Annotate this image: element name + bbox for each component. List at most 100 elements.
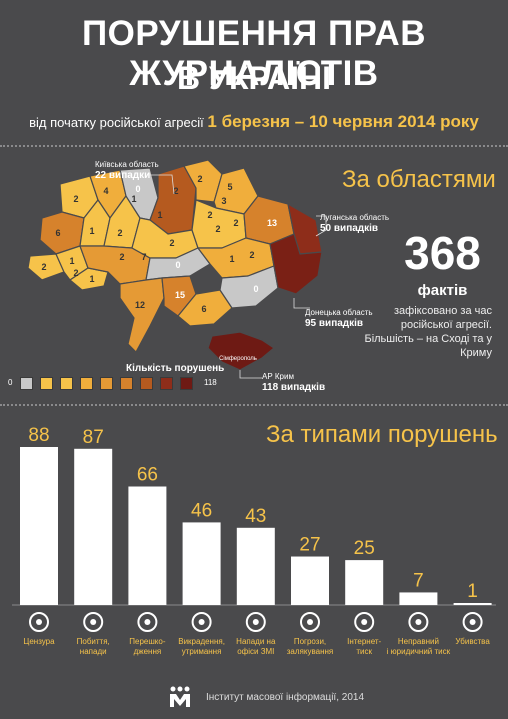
category-label: Напади на <box>236 637 276 646</box>
legend-swatch <box>140 377 153 390</box>
region-value: 2 <box>173 186 178 196</box>
category-label: офіси ЗМІ <box>237 647 274 656</box>
bar <box>74 448 113 605</box>
category-label: напади <box>80 647 107 656</box>
legend-swatch <box>120 377 133 390</box>
pistol-icon <box>462 612 483 632</box>
region-value: 2 <box>169 238 174 248</box>
bar-value-label: 66 <box>137 465 158 486</box>
legend-max: 118 <box>204 378 217 387</box>
region-value: 2 <box>73 194 78 204</box>
page-title: ПОРУШЕННЯ ПРАВ ЖУРНАЛІСТІВ <box>82 14 426 93</box>
phone-icon <box>29 612 49 632</box>
bar-value-label: 1 <box>467 581 478 602</box>
category-label: Цензура <box>23 637 55 646</box>
region-value: 0 <box>135 184 140 194</box>
region-value: 2 <box>73 268 78 278</box>
legend-swatch <box>40 377 53 390</box>
bar <box>128 486 167 605</box>
footer-org: Інститут масової інформації, 2014 <box>206 692 365 703</box>
bar-value-label: 43 <box>245 506 266 527</box>
bar <box>399 592 438 605</box>
bar <box>182 522 221 605</box>
legend-swatch <box>20 377 33 390</box>
fist-icon <box>300 612 320 632</box>
total-unit: фактів <box>417 282 468 299</box>
region-value: 4 <box>103 186 108 196</box>
region-value: 0 <box>175 260 180 270</box>
region-zaporizhzhia <box>219 265 279 309</box>
map-section-title: За областями <box>342 166 496 193</box>
callout-donetsk-label: Донецька область <box>305 308 373 317</box>
total-description: зафіксовано за час російської агресії. Б… <box>364 305 492 359</box>
region-value: 2 <box>197 174 202 184</box>
region-value: 2 <box>207 210 212 220</box>
region-odesa <box>119 277 165 353</box>
callout-crimea-label: АР Крим <box>262 372 294 381</box>
subtitle-dates: 1 березня – 10 червня 2014 року <box>207 112 479 131</box>
region-value: 5 <box>227 182 232 192</box>
callout-kyiv: Київська область 22 випадки <box>95 160 159 182</box>
region-value: 6 <box>55 228 60 238</box>
bar-value-label: 88 <box>28 425 49 446</box>
category-label: Перешко- <box>129 637 166 646</box>
office-icon <box>245 612 266 632</box>
legend-title: Кількість порушень <box>126 363 225 374</box>
region-value: 1 <box>89 274 94 284</box>
subtitle-prefix: від початку російської агресії <box>29 115 204 130</box>
icons-group <box>29 612 483 632</box>
legend-min: 0 <box>8 378 13 387</box>
callout-luhansk-label: Луганська область <box>320 213 390 222</box>
category-label: Інтернет- <box>347 637 381 646</box>
region-value: 0 <box>253 284 258 294</box>
category-label: залякування <box>287 647 333 656</box>
category-label: Неправний <box>398 637 439 646</box>
callout-donetsk: Донецька область 95 випадків <box>305 308 373 330</box>
legend-swatch <box>180 377 193 390</box>
bar <box>291 556 329 605</box>
camera-icon <box>137 612 158 632</box>
region-value: 2 <box>41 262 46 272</box>
bar-value-label: 27 <box>299 535 320 556</box>
legend-swatch <box>100 377 113 390</box>
simferopol-label: Сімферополь <box>219 356 257 362</box>
region-value-labels: 2 4 1 0 2 6 1 2 5 3 2 2 2 2 0 1 2 2 1 7 … <box>41 174 277 362</box>
callout-crimea: АР Крим 118 випадків <box>262 372 325 394</box>
region-value: 1 <box>89 226 94 236</box>
region-value: 15 <box>175 290 185 300</box>
callout-lines <box>150 174 327 379</box>
page-subtitle: від початку російської агресії 1 березня… <box>0 113 508 132</box>
category-label: дження <box>134 647 162 656</box>
callout-luhansk-value: 50 випадків <box>320 223 379 234</box>
region-value: 12 <box>135 300 145 310</box>
types-section-title: За типами порушень <box>266 421 498 448</box>
bars-group: 88 87 66 46 43 27 25 7 1 <box>20 425 492 605</box>
page-title-line2: В УКРАЇНІ <box>177 60 331 96</box>
region-value: 3 <box>221 196 226 206</box>
region-zakarpattia <box>27 253 65 281</box>
legend-swatch <box>80 377 93 390</box>
region-crimea <box>207 331 275 371</box>
category-label: Викрадення, <box>178 637 225 646</box>
region-value: 1 <box>131 194 136 204</box>
category-label: утримання <box>182 647 222 656</box>
region-chernivtsi <box>69 267 109 291</box>
bar-value-label: 7 <box>413 570 424 591</box>
divider-top <box>0 145 508 147</box>
category-label: тиск <box>356 647 372 656</box>
gavel-icon <box>408 612 429 632</box>
category-label: Погрози, <box>294 637 326 646</box>
bar-value-label: 46 <box>191 500 212 521</box>
handcuffs-icon <box>191 612 212 632</box>
legend-swatch <box>160 377 173 390</box>
region-value: 1 <box>69 256 74 266</box>
bar <box>20 447 58 605</box>
legend-swatch <box>60 377 73 390</box>
region-donetsk <box>269 233 323 295</box>
region-value: 1 <box>229 254 234 264</box>
callout-kyiv-value: 22 випадки <box>95 170 151 181</box>
region-value: 2 <box>249 250 254 260</box>
bar <box>236 527 275 605</box>
computer-icon <box>354 612 375 632</box>
category-label: Убивства <box>455 637 490 646</box>
